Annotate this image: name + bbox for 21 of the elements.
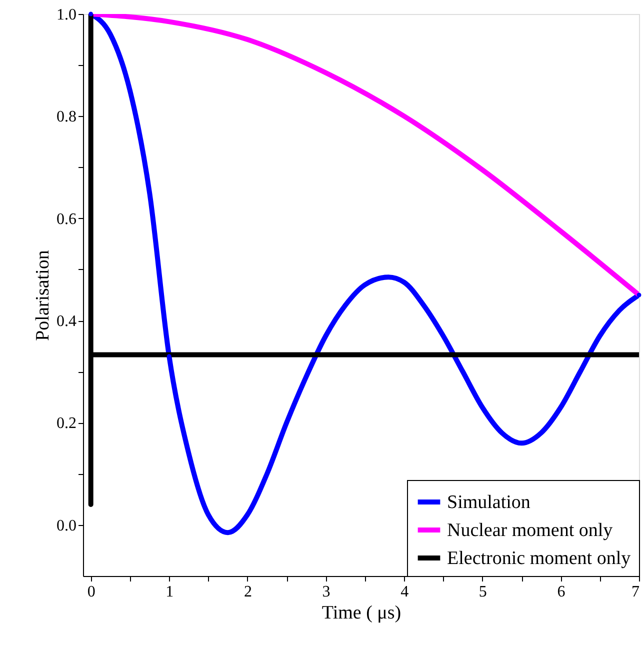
y-tick-label: 0.0 (56, 517, 76, 534)
legend-label: Simulation (447, 492, 531, 513)
x-tick-label: 7 (632, 584, 640, 600)
y-tick-label: 1.0 (56, 6, 76, 24)
y-tick-label: 0.2 (56, 415, 76, 432)
x-tick-label: 3 (322, 584, 330, 600)
x-tick-label: 6 (557, 584, 566, 600)
y-tick-label: 0.6 (56, 210, 76, 228)
x-tick-label: 4 (400, 584, 409, 600)
x-tick-label: 1 (166, 584, 174, 600)
legend-label: Nuclear moment only (447, 520, 614, 541)
x-axis-title: Time ( μs) (322, 602, 402, 624)
x-tick-label: 0 (87, 584, 96, 600)
y-axis-title: Polarisation (32, 250, 54, 341)
point (88, 12, 94, 16)
point (636, 292, 642, 298)
legend-label: Electronic moment only (447, 548, 632, 569)
y-tick-label: 0.8 (56, 108, 76, 126)
x-tick-label: 2 (244, 584, 252, 600)
y-tick-label: 0.4 (56, 313, 76, 330)
x-tick-label: 5 (478, 584, 487, 600)
